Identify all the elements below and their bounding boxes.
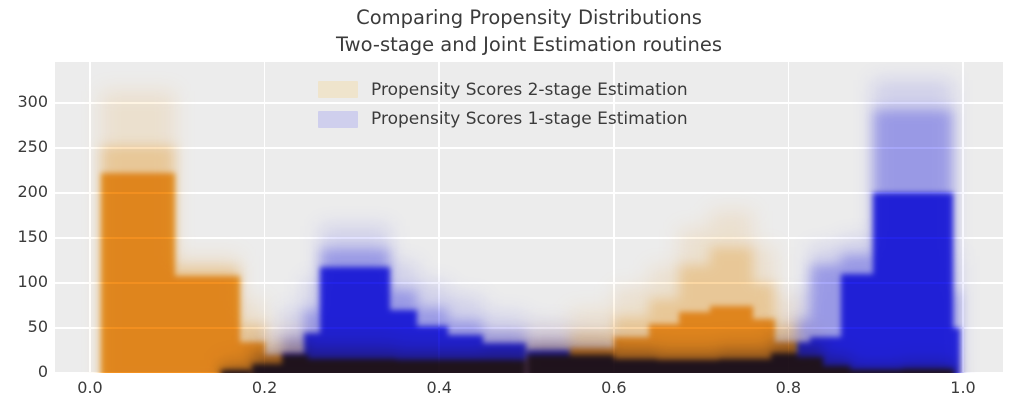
x-tick-label: 0.6 bbox=[601, 378, 627, 397]
x-tick-label: 0.8 bbox=[775, 378, 802, 397]
gridline-y bbox=[55, 102, 1003, 104]
gridline-x bbox=[438, 62, 440, 373]
legend-item-1stage: Propensity Scores 1-stage Estimation bbox=[318, 105, 688, 135]
histogram-bar bbox=[526, 349, 571, 373]
histogram-bar bbox=[718, 358, 771, 373]
histogram-bar bbox=[417, 326, 448, 373]
x-tick-label: 0.0 bbox=[77, 378, 103, 397]
gridline-x bbox=[263, 62, 266, 373]
y-tick-label: 200 bbox=[17, 182, 48, 201]
histogram-bar bbox=[613, 358, 658, 373]
legend-item-2stage: Propensity Scores 2-stage Estimation bbox=[318, 75, 688, 105]
y-tick-label: 0 bbox=[37, 362, 48, 381]
gridline-y bbox=[55, 237, 1003, 239]
histogram-bar bbox=[282, 353, 304, 373]
histogram-bar bbox=[251, 364, 283, 373]
histogram-bar bbox=[482, 343, 527, 373]
histogram-bar bbox=[873, 193, 953, 373]
x-tick-label: 0.4 bbox=[426, 378, 452, 397]
chart-title: Comparing Propensity Distributions Two-s… bbox=[55, 4, 1003, 58]
histogram-bar bbox=[770, 353, 798, 373]
legend-swatch-2stage bbox=[318, 81, 358, 99]
histogram-bar bbox=[390, 310, 418, 373]
histogram-bar bbox=[174, 275, 241, 373]
x-tick-label: 1.0 bbox=[950, 378, 976, 397]
x-tick-label: 0.2 bbox=[251, 378, 278, 397]
gridline-y bbox=[55, 147, 1003, 149]
histogram-bar bbox=[303, 332, 320, 373]
legend-swatch-1stage bbox=[318, 110, 358, 128]
histogram-bar bbox=[570, 355, 614, 373]
gridline-x bbox=[787, 62, 790, 373]
y-tick-label: 300 bbox=[17, 92, 48, 111]
gridline-y bbox=[55, 282, 1003, 284]
legend: Propensity Scores 2-stage Estimation Pro… bbox=[318, 75, 688, 134]
histogram-bar bbox=[797, 341, 811, 373]
histogram-bar bbox=[810, 337, 841, 373]
histogram-layer-core bbox=[55, 62, 1003, 373]
y-tick-label: 250 bbox=[17, 137, 48, 156]
chart-title-line1: Comparing Propensity Distributions bbox=[356, 6, 702, 29]
gridline-x bbox=[962, 62, 964, 373]
histogram-bar bbox=[657, 360, 719, 373]
legend-label-2stage: Propensity Scores 2-stage Estimation bbox=[371, 79, 688, 100]
y-tick-label: 50 bbox=[27, 317, 48, 336]
gridline-y bbox=[55, 192, 1003, 194]
histogram-bar bbox=[319, 266, 391, 373]
y-tick-label: 150 bbox=[17, 227, 48, 246]
histogram-bar bbox=[220, 370, 252, 373]
gridline-x bbox=[89, 62, 91, 373]
histogram-bar bbox=[840, 274, 874, 373]
histogram-bar bbox=[447, 335, 483, 373]
y-tick-label: 100 bbox=[17, 272, 48, 291]
legend-label-1stage: Propensity Scores 1-stage Estimation bbox=[371, 109, 688, 130]
gridline-x bbox=[613, 62, 615, 373]
plot-area bbox=[55, 62, 1003, 373]
chart-title-line2: Two-stage and Joint Estimation routines bbox=[336, 33, 722, 56]
histogram-bar bbox=[101, 173, 175, 373]
histogram-bar bbox=[952, 328, 961, 373]
